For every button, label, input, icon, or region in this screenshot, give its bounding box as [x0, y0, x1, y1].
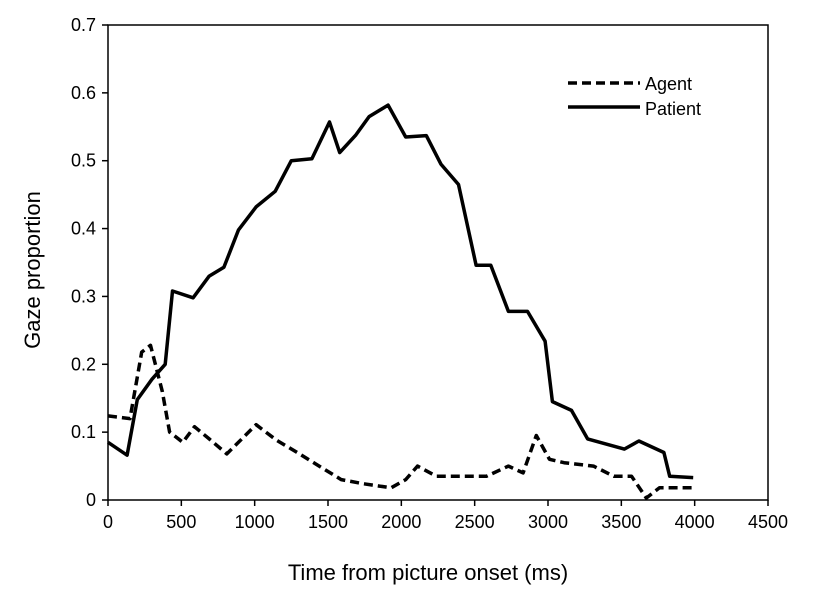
x-tick-label: 0 — [103, 512, 113, 532]
x-tick-label: 4500 — [748, 512, 788, 532]
y-axis-title: Gaze proportion — [20, 191, 45, 349]
x-tick-label: 2000 — [381, 512, 421, 532]
y-tick-label: 0.4 — [71, 219, 96, 239]
series-line-patient — [107, 103, 694, 480]
x-axis-title: Time from picture onset (ms) — [288, 560, 568, 585]
y-tick-label: 0.3 — [71, 286, 96, 306]
y-tick-label: 0.6 — [71, 83, 96, 103]
x-tick-label: 2500 — [455, 512, 495, 532]
series-line-agent — [107, 343, 695, 500]
y-tick-label: 0 — [86, 490, 96, 510]
plot-marks — [107, 103, 695, 500]
legend-label-agent: Agent — [645, 74, 692, 94]
y-tick-label: 0.2 — [71, 354, 96, 374]
x-tick-label: 3000 — [528, 512, 568, 532]
legend: Agent Patient — [568, 74, 701, 119]
legend-label-patient: Patient — [645, 99, 701, 119]
plot-frame — [107, 24, 769, 501]
y-axis-ticks: 0 0.1 0.2 0.3 0.4 0.5 0.6 0.7 — [71, 15, 108, 510]
x-tick-label: 1000 — [235, 512, 275, 532]
y-tick-label: 0.7 — [71, 15, 96, 35]
y-tick-label: 0.5 — [71, 151, 96, 171]
x-tick-label: 3500 — [601, 512, 641, 532]
x-tick-label: 1500 — [308, 512, 348, 532]
x-tick-label: 4000 — [675, 512, 715, 532]
y-tick-label: 0.1 — [71, 422, 96, 442]
x-tick-label: 500 — [166, 512, 196, 532]
x-axis-ticks: 0 500 1000 1500 2000 2500 3000 3500 4000 4500 — [103, 500, 788, 532]
